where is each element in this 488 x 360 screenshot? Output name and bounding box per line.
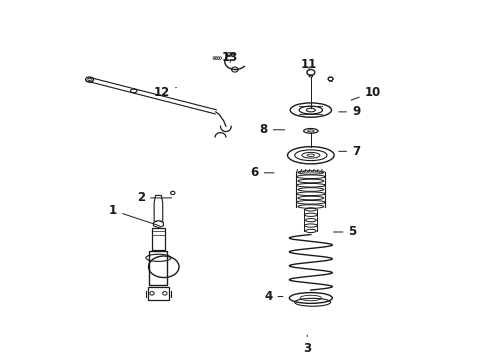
Bar	[149, 251, 167, 285]
Bar	[147, 287, 169, 300]
Text: 5: 5	[333, 225, 356, 238]
Polygon shape	[154, 195, 163, 221]
Text: 9: 9	[338, 105, 360, 118]
Text: 7: 7	[338, 145, 360, 158]
Polygon shape	[153, 221, 163, 228]
Text: 10: 10	[350, 86, 380, 100]
Text: 8: 8	[259, 123, 284, 136]
Text: 12: 12	[154, 86, 176, 99]
Text: 4: 4	[264, 290, 283, 303]
Text: 6: 6	[250, 166, 273, 179]
Text: 11: 11	[300, 58, 317, 71]
Text: 3: 3	[303, 335, 311, 355]
Bar	[152, 228, 164, 250]
Text: 1: 1	[109, 204, 159, 226]
Text: 13: 13	[222, 51, 238, 64]
Text: 2: 2	[137, 192, 171, 204]
